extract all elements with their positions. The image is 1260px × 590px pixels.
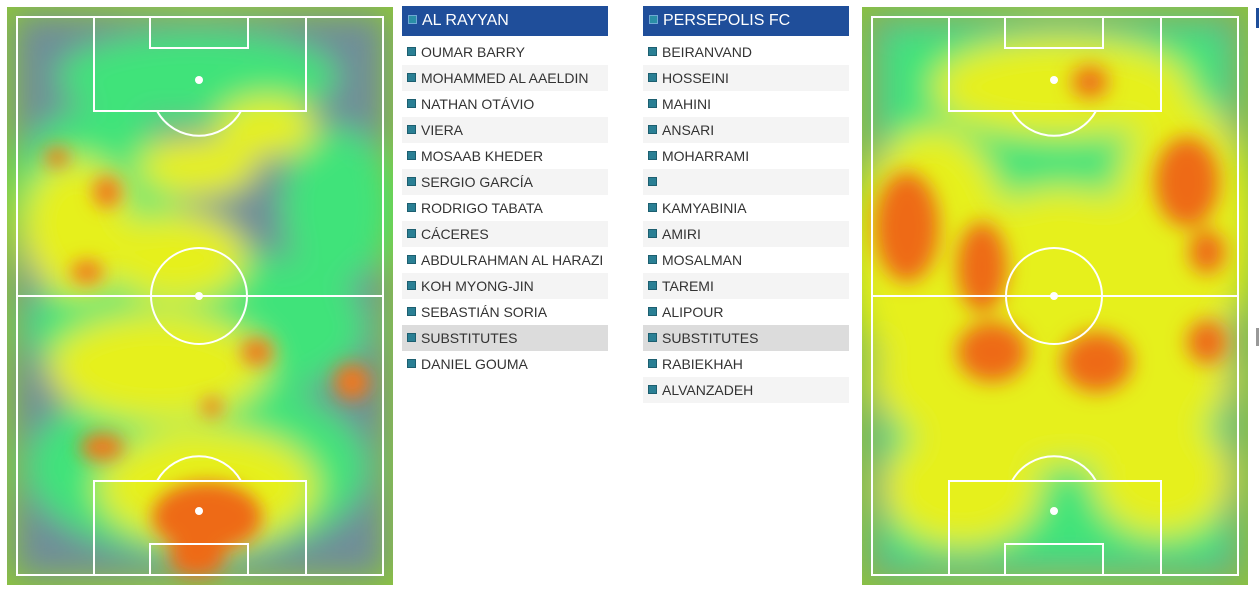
player-row[interactable]: ANSARI	[643, 117, 849, 143]
player-color-icon	[407, 73, 416, 82]
player-row[interactable]: SEBASTIÁN SORIA	[402, 299, 608, 325]
substitutes-color-icon	[407, 333, 416, 342]
player-name: AMIRI	[662, 226, 701, 242]
player-color-icon	[648, 307, 657, 316]
player-color-icon	[648, 359, 657, 368]
edge-tab-marker	[1256, 328, 1259, 346]
player-name: MOSALMAN	[662, 252, 743, 268]
player-row[interactable]: MOHARRAMI	[643, 143, 849, 169]
player-color-icon	[407, 307, 416, 316]
player-color-icon	[648, 73, 657, 82]
substitute-row[interactable]: RABIEKHAH	[643, 351, 849, 377]
player-name: MAHINI	[662, 96, 711, 112]
player-color-icon	[648, 255, 657, 264]
player-color-icon	[648, 177, 657, 186]
player-color-icon	[407, 47, 416, 56]
player-name: ALIPOUR	[662, 304, 724, 320]
player-row[interactable]: MAHINI	[643, 91, 849, 117]
substitutes-label: SUBSTITUTES	[662, 330, 759, 346]
player-name: MOHAMMED AL AAELDIN	[421, 70, 589, 86]
player-color-icon	[407, 255, 416, 264]
player-name: ANSARI	[662, 122, 715, 138]
player-color-icon	[648, 385, 657, 394]
player-row[interactable]: ABDULRAHMAN AL HARAZI	[402, 247, 608, 273]
player-color-icon	[407, 151, 416, 160]
player-row[interactable]: KOH MYONG-JIN	[402, 273, 608, 299]
player-color-icon	[648, 229, 657, 238]
player-row[interactable]: TAREMI	[643, 273, 849, 299]
player-row[interactable]: HOSSEINI	[643, 65, 849, 91]
away-substitutes-row[interactable]: SUBSTITUTES	[643, 325, 849, 351]
home-team-list: AL RAYYAN OUMAR BARRY MOHAMMED AL AAELDI…	[402, 6, 608, 377]
player-color-icon	[648, 47, 657, 56]
player-name: CÁCERES	[421, 226, 489, 242]
player-color-icon	[407, 359, 416, 368]
player-color-icon	[648, 203, 657, 212]
player-row[interactable]: MOSAAB KHEDER	[402, 143, 608, 169]
player-row[interactable]: RODRIGO TABATA	[402, 195, 608, 221]
player-row[interactable]: CÁCERES	[402, 221, 608, 247]
substitute-row[interactable]: DANIEL GOUMA	[402, 351, 608, 377]
substitutes-label: SUBSTITUTES	[421, 330, 518, 346]
player-name: MOSAAB KHEDER	[421, 148, 544, 164]
player-row[interactable]: MOSALMAN	[643, 247, 849, 273]
player-color-icon	[407, 281, 416, 290]
away-team-header[interactable]: PERSEPOLIS FC	[643, 6, 849, 36]
player-name: VIERA	[421, 122, 464, 138]
player-row[interactable]: VIERA	[402, 117, 608, 143]
player-name: RODRIGO TABATA	[421, 200, 543, 216]
player-row[interactable]: AMIRI	[643, 221, 849, 247]
away-team-name: PERSEPOLIS FC	[663, 12, 791, 29]
player-color-icon	[407, 203, 416, 212]
home-team-header[interactable]: AL RAYYAN	[402, 6, 608, 36]
player-name: SERGIO GARCÍA	[421, 174, 534, 190]
player-name: OUMAR BARRY	[421, 44, 525, 60]
player-row[interactable]: NATHAN OTÁVIO	[402, 91, 608, 117]
heatmap-home	[7, 7, 393, 585]
player-name: MOHARRAMI	[662, 148, 750, 164]
player-color-icon	[407, 177, 416, 186]
player-row[interactable]: ALIPOUR	[643, 299, 849, 325]
player-name: BEIRANVAND	[662, 44, 752, 60]
player-row[interactable]: KAMYABINIA	[643, 195, 849, 221]
player-color-icon	[407, 125, 416, 134]
substitutes-color-icon	[648, 333, 657, 342]
player-color-icon	[407, 229, 416, 238]
player-name: NATHAN OTÁVIO	[421, 96, 535, 112]
team-color-icon	[649, 15, 658, 24]
player-color-icon	[648, 125, 657, 134]
player-name: KOH MYONG-JIN	[421, 278, 534, 294]
player-color-icon	[648, 99, 657, 108]
player-name: DANIEL GOUMA	[421, 356, 528, 372]
heatmap-away	[862, 7, 1248, 585]
home-team-name: AL RAYYAN	[422, 12, 509, 29]
player-row[interactable]	[643, 169, 849, 195]
player-row[interactable]: SERGIO GARCÍA	[402, 169, 608, 195]
player-color-icon	[648, 281, 657, 290]
player-row[interactable]: BEIRANVAND	[643, 39, 849, 65]
player-name: ABDULRAHMAN AL HARAZI	[421, 252, 604, 268]
player-name: RABIEKHAH	[662, 356, 743, 372]
home-substitutes-row[interactable]: SUBSTITUTES	[402, 325, 608, 351]
player-name: ALVANZADEH	[662, 382, 754, 398]
edge-tab-marker	[1256, 8, 1259, 28]
team-color-icon	[408, 15, 417, 24]
away-team-list: PERSEPOLIS FC BEIRANVAND HOSSEINI MAHINI…	[643, 6, 849, 403]
heatmap-home-svg	[7, 7, 393, 585]
heatmap-away-svg	[862, 7, 1248, 585]
player-row[interactable]: MOHAMMED AL AAELDIN	[402, 65, 608, 91]
player-name: HOSSEINI	[662, 70, 729, 86]
substitute-row[interactable]: ALVANZADEH	[643, 377, 849, 403]
player-name: KAMYABINIA	[662, 200, 747, 216]
player-row[interactable]: OUMAR BARRY	[402, 39, 608, 65]
player-color-icon	[407, 99, 416, 108]
player-name: TAREMI	[662, 278, 714, 294]
player-name: SEBASTIÁN SORIA	[421, 304, 548, 320]
player-color-icon	[648, 151, 657, 160]
